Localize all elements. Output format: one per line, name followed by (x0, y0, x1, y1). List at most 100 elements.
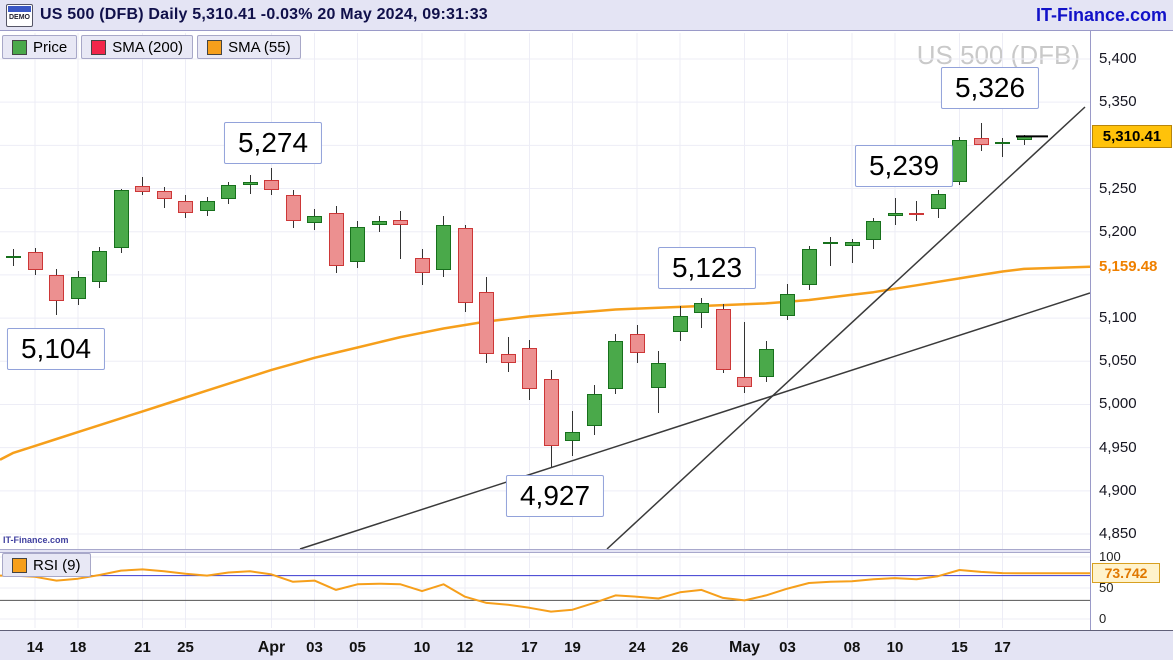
instrument-watermark: US 500 (DFB) (916, 40, 1080, 70)
current-price-label: 5,310.41 (1092, 125, 1172, 149)
candle (264, 167, 279, 196)
price-axis-label: 4,950 (1099, 438, 1137, 456)
candle-body (651, 362, 666, 389)
demo-label: DEMO (9, 13, 30, 21)
candle (715, 304, 731, 374)
candle-body (801, 248, 817, 286)
candle-body (952, 140, 967, 182)
candle (694, 298, 709, 329)
candle-body (242, 181, 258, 186)
sma55-axis-label: 5,159.48 (1099, 257, 1158, 275)
candle-body (866, 221, 881, 241)
candle-body (973, 138, 989, 146)
candle (92, 247, 107, 288)
candle (801, 245, 817, 291)
candle-wick (400, 211, 401, 260)
price-axis-label: 5,100 (1099, 309, 1137, 327)
candle-body (629, 333, 645, 353)
candle-body (49, 274, 64, 301)
candle (737, 321, 752, 394)
candle (285, 190, 301, 229)
candle-body (565, 432, 580, 441)
price-axis-label: 5,250 (1099, 179, 1137, 197)
rsi-axis-label: 50 (1099, 580, 1114, 595)
time-axis-label: 10 (886, 639, 904, 656)
candle (49, 268, 64, 315)
candle (414, 249, 430, 286)
candle-body (457, 228, 473, 303)
legend-sma55-label: SMA (55) (228, 38, 291, 56)
brand-link[interactable]: IT-Finance.com (1035, 4, 1167, 25)
candle-body (221, 185, 236, 199)
candle (844, 238, 860, 263)
price-axis-label: 5,350 (1099, 93, 1137, 111)
candle (887, 198, 903, 225)
candle (608, 333, 623, 395)
candle (866, 217, 881, 249)
rsi-axis-label: 0 (1099, 611, 1107, 626)
candle (6, 249, 21, 267)
price-axis[interactable]: 5,400 5,350 5,250 5,200 5,100 5,050 5,000 4,950… (1091, 31, 1173, 630)
time-axis-label: 03 (306, 639, 323, 656)
candle (135, 177, 150, 196)
candle-body (371, 221, 387, 225)
candle (393, 211, 408, 260)
candle (522, 339, 537, 401)
legend-sma55[interactable]: SMA (55) (197, 35, 301, 59)
candle-body (930, 193, 946, 210)
rsi-legend: RSI (9) (2, 553, 91, 577)
candle (156, 186, 172, 208)
candle-body (178, 201, 193, 213)
candle (543, 369, 559, 468)
candle (565, 411, 580, 457)
rsi-current-label: 73.742 (1092, 563, 1160, 584)
candle-body (414, 257, 430, 274)
candle-body (350, 226, 365, 262)
candle (780, 283, 795, 320)
legend-rsi[interactable]: RSI (9) (2, 553, 91, 577)
candle-body (436, 224, 451, 270)
candle (436, 216, 451, 277)
candle (242, 174, 258, 194)
rsi-swatch (12, 557, 27, 573)
time-axis-label: 26 (671, 639, 689, 656)
candle-body (27, 252, 43, 270)
time-axis-label: 19 (564, 639, 581, 656)
candle (221, 181, 236, 205)
chart-header-bar: DEMO US 500 (DFB) Daily 5,310.41 -0.03% … (0, 0, 1173, 31)
candle (973, 122, 989, 151)
candle (178, 195, 193, 218)
legend-price[interactable]: Price (2, 35, 78, 59)
candle-body (135, 185, 150, 192)
legend-rsi-label: RSI (9) (33, 556, 81, 574)
candle (70, 270, 86, 306)
candle-body (909, 212, 924, 215)
time-axis-label: 15 (951, 639, 968, 656)
time-axis-label: May (728, 639, 761, 656)
panel-separator[interactable] (0, 549, 1090, 553)
candle (586, 385, 602, 435)
price-axis-label: 5,200 (1099, 222, 1137, 240)
candle (113, 188, 129, 254)
candle (995, 138, 1010, 158)
candle-wick (916, 200, 917, 222)
candle-body (70, 276, 86, 300)
candle-body (328, 212, 344, 267)
time-axis-label: 12 (456, 639, 474, 656)
candle-body (758, 349, 774, 377)
candle-body (715, 309, 731, 370)
candle-body (608, 340, 623, 389)
candle (672, 306, 688, 341)
legend-sma200[interactable]: SMA (200) (81, 35, 194, 59)
time-axis-label: Apr (257, 639, 286, 656)
candle (823, 236, 838, 267)
time-axis[interactable]: 14 18 21 25 Apr 03 05 10 12 17 19 24 26 May 03 08 10 15 17 (0, 630, 1173, 660)
candle (930, 190, 946, 218)
candle-body (393, 219, 408, 225)
candle-body (1016, 136, 1032, 141)
candle-body (113, 190, 129, 249)
indicator-legend: Price SMA (200) SMA (55) (2, 35, 301, 59)
candle-body (285, 195, 301, 222)
